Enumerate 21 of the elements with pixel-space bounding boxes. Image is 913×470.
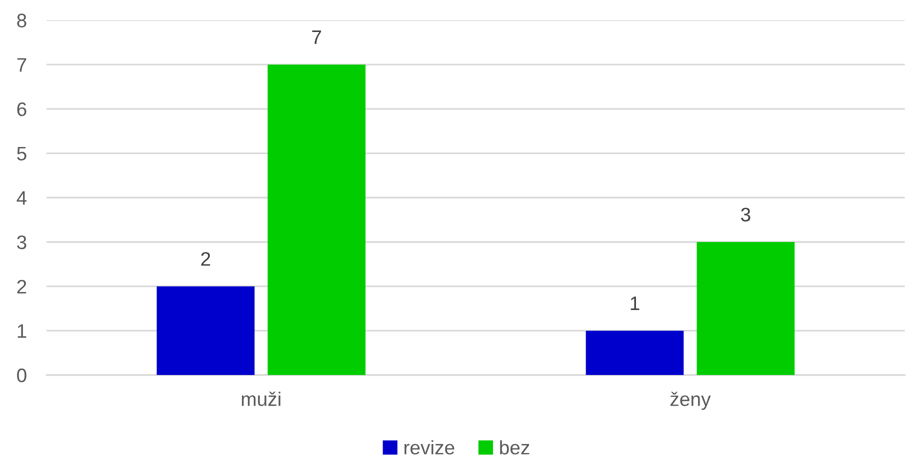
y-tick-label: 8 [17, 14, 26, 28]
y-tick-label: 4 [16, 191, 27, 205]
y-tick-label: 2 [17, 280, 26, 294]
y-tick-label: 7 [17, 58, 26, 72]
y-tick-label: 5 [17, 146, 26, 161]
legend-label: bez [500, 440, 530, 454]
x-tick-label: muži [242, 392, 280, 406]
bar [156, 286, 255, 376]
y-tick-label: 1 [18, 324, 26, 338]
data-label: 2 [201, 252, 210, 266]
y-tick-label: 0 [17, 368, 26, 382]
bar [268, 64, 366, 376]
bar [586, 330, 684, 376]
data-label: 1 [630, 296, 640, 310]
y-tick-label: 6 [17, 102, 26, 116]
data-label: 3 [741, 208, 750, 222]
x-tick-label: ženy [670, 392, 711, 410]
legend-label: revize [404, 440, 454, 454]
data-label: 7 [312, 30, 322, 44]
y-tick-label: 3 [17, 235, 26, 250]
bar [696, 242, 795, 376]
